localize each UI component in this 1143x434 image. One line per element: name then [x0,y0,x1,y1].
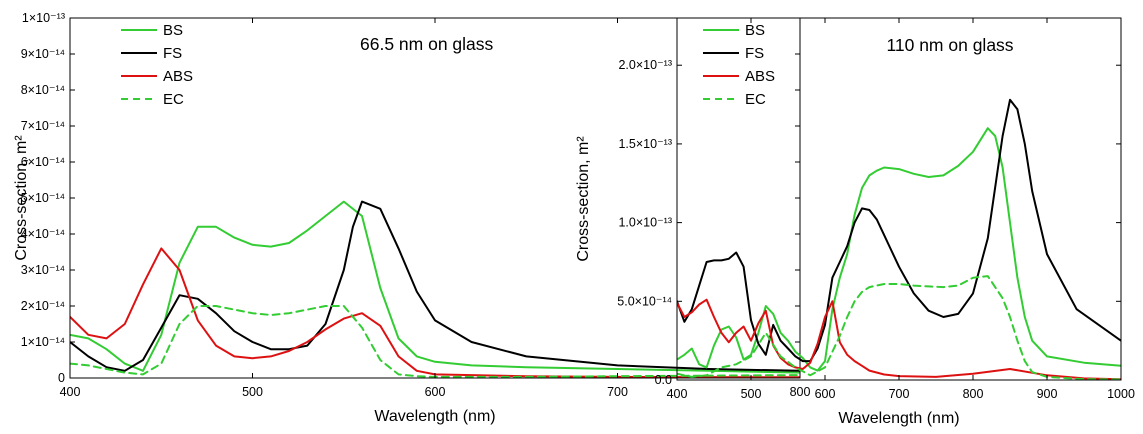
y-tick-label: 7×10⁻¹⁴ [21,119,65,133]
series-line-fs [70,200,800,372]
y-tick-label: 4×10⁻¹⁴ [21,227,65,241]
y-tick-label: 6×10⁻¹⁴ [21,155,65,169]
legend-label-ec: EC [745,91,766,108]
y-tick-label: 8×10⁻¹⁴ [21,83,65,97]
x-tick-label: 600 [815,387,836,401]
series-line-bs [70,200,800,374]
x-tick-label: 400 [60,385,81,399]
series-line-ec [677,275,1121,380]
x-tick-label: 800 [963,387,984,401]
sample-annotation: 66.5 nm on glass [360,34,494,54]
x-axis-label: Wavelength (nm) [838,410,959,427]
y-tick-label: 2.0×10⁻¹³ [618,58,672,72]
x-tick-label: 700 [607,385,628,399]
series-line-abs [677,298,1121,380]
y-axis-label: Cross-section, m² [13,135,30,261]
y-tick-label: 9×10⁻¹⁴ [21,47,65,61]
legend-label-bs: BS [163,22,183,39]
series-line-ec [70,305,800,378]
legend-label-ec: EC [163,91,184,108]
legend-label-abs: ABS [745,68,775,85]
chart-panel-66-5nm: 400 500 600 700 800 0 1×10⁻¹⁴ 2×10⁻¹⁴ 3×10⁻¹⁴ 4×1… [13,11,810,425]
y-tick-label: 0 [58,371,65,385]
series-line-fs [677,98,1121,363]
legend-label-bs: BS [745,22,765,39]
legend: BS FS ABS EC [703,22,775,108]
y-tick-label: 3×10⁻¹⁴ [21,263,65,277]
y-tick-label: 1.0×10⁻¹³ [618,216,672,230]
y-tick-label: 2×10⁻¹⁴ [21,299,65,313]
legend-label-fs: FS [163,45,182,62]
sample-annotation: 110 nm on glass [886,35,1013,55]
y-tick-label: 1.5×10⁻¹³ [618,137,672,151]
x-tick-label: 900 [1037,387,1058,401]
x-tick-label: 800 [790,385,811,399]
x-axis-label: Wavelength (nm) [374,408,495,425]
series-line-bs [677,127,1121,372]
x-tick-label: 500 [741,387,762,401]
x-tick-label: 600 [425,385,446,399]
y-tick-label: 1×10⁻¹⁴ [21,335,65,349]
x-tick-label: 1000 [1107,387,1135,401]
chart-panel-110nm: 400 500 600 700 800 900 1000 0.0 5.0×10⁻¹⁴ 1.0×10… [575,17,1135,427]
x-tick-label: 700 [889,387,910,401]
y-tick-label: 1×10⁻¹³ [22,11,65,25]
x-tick-label: 500 [242,385,263,399]
legend-label-abs: ABS [163,68,193,85]
legend: BS FS ABS EC [121,22,193,108]
x-tick-label: 400 [667,387,688,401]
y-axis-label: Cross-section, m² [575,136,592,262]
y-tick-label: 0.0 [655,373,672,387]
legend-label-fs: FS [745,45,764,62]
y-tick-label: 5×10⁻¹⁴ [21,191,65,205]
series-group [70,200,800,378]
series-group [677,98,1121,380]
y-tick-label: 5.0×10⁻¹⁴ [617,294,672,308]
